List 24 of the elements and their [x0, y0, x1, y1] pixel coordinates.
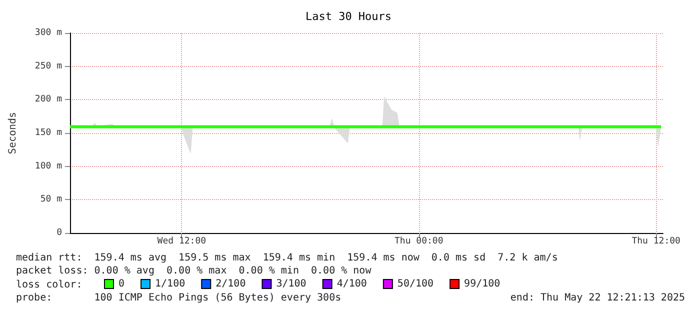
- chart-title: Last 30 Hours: [305, 10, 392, 23]
- legend-label: 3/100: [276, 278, 306, 290]
- legend-title: loss color:: [16, 280, 82, 290]
- text: packet loss: 0.00 % avg 0.00 % max 0.00 % min 0.00 % now: [16, 266, 372, 276]
- legend-label: 99/100: [464, 278, 500, 290]
- legend-label: 50/100: [397, 278, 434, 290]
- y-tick-label: 100 m: [34, 161, 62, 172]
- x-tick-label: Wed 12:00: [157, 236, 206, 246]
- text: median rtt: 159.4 ms avg 159.5 ms max 159.4 ms min 159.4 ms now 0.0 ms sd 7.2 k am/s: [16, 252, 558, 264]
- text: probe: 100 ICMP Echo Pings (56 Bytes) every 300s: [16, 292, 342, 304]
- x-tick-label: Thu 12:00: [632, 236, 680, 246]
- y-tick-label: 250 m: [34, 61, 62, 72]
- legend-label: 1/100: [155, 278, 186, 290]
- y-tick-label: 150 m: [34, 128, 62, 138]
- text: end: Thu May 22 12:21:13 2025: [510, 292, 686, 304]
- x-tick-label: Thu 00:00: [394, 236, 444, 246]
- legend-label: 4/100: [336, 278, 367, 290]
- y-tick-label: 50 m: [40, 194, 62, 205]
- y-tick-label: 300 m: [34, 28, 62, 38]
- y-axis-title: Seconds: [8, 112, 18, 154]
- y-tick-label: 200 m: [34, 94, 62, 105]
- y-tick-label: 0: [56, 228, 62, 238]
- legend-label: 0: [118, 278, 125, 290]
- legend-label: 2/100: [216, 278, 246, 290]
